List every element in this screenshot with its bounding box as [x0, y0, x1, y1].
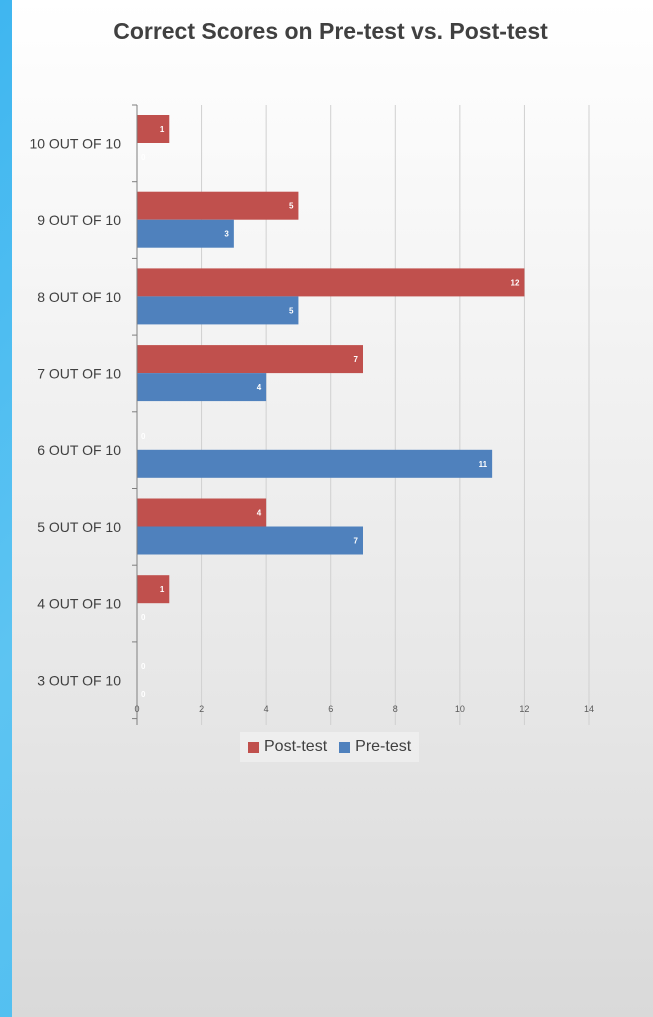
data-label: 7: [354, 537, 359, 546]
bar-post-test: [137, 345, 363, 374]
legend-item-pre-test: Pre-test: [339, 738, 411, 756]
bar-post-test: [137, 575, 170, 604]
category-label: 9 OUT OF 10: [37, 212, 121, 228]
legend-swatch-pre-test: [339, 741, 351, 753]
x-tick-label: 6: [328, 704, 333, 714]
bar-post-test: [137, 191, 299, 220]
x-tick-label: 4: [264, 704, 269, 714]
data-label: 7: [354, 355, 359, 364]
category-label: 10 OUT OF 10: [29, 135, 121, 151]
data-label: 1: [160, 585, 165, 594]
category-label: 4 OUT OF 10: [37, 596, 121, 612]
chart-panel: [12, 0, 653, 1017]
data-label: 5: [289, 202, 294, 211]
x-tick-label: 12: [519, 704, 529, 714]
data-label: 3: [224, 230, 229, 239]
category-label: 5 OUT OF 10: [37, 519, 121, 535]
bar-post-test: [137, 268, 525, 297]
x-tick-label: 10: [455, 704, 465, 714]
category-label: 3 OUT OF 10: [37, 672, 121, 688]
bar-pre-test: [137, 526, 363, 555]
data-label: 4: [257, 383, 262, 392]
data-label: 0: [141, 432, 146, 441]
legend-label-pre-test: Pre-test: [355, 738, 412, 755]
y-axis: [132, 104, 138, 725]
data-label: 0: [141, 690, 146, 699]
category-label: 7 OUT OF 10: [37, 365, 121, 381]
bars: [137, 115, 525, 604]
data-label: 12: [511, 278, 520, 287]
x-tick-label: 0: [134, 704, 139, 714]
legend: Post-test Pre-test: [240, 732, 420, 762]
bar-pre-test: [137, 296, 299, 325]
x-tick-label: 2: [199, 704, 204, 714]
data-label: 11: [479, 460, 488, 469]
bar-pre-test: [137, 219, 234, 248]
data-label: 5: [289, 306, 294, 315]
data-label: 0: [141, 613, 146, 622]
bar-post-test: [137, 498, 267, 527]
legend-label-post-test: Post-test: [264, 738, 328, 755]
bar-pre-test: [137, 373, 267, 402]
legend-swatch-post-test: [248, 741, 259, 753]
legend-item-post-test: Post-test: [248, 738, 327, 756]
category-label: 6 OUT OF 10: [37, 442, 121, 458]
bar-post-test: [137, 115, 170, 143]
data-label: 0: [141, 153, 146, 162]
data-label: 0: [141, 662, 146, 671]
chart-title: Correct Scores on Pre-test vs. Post-test: [113, 18, 548, 44]
data-label: 1: [160, 125, 165, 134]
bar-pre-test: [137, 449, 493, 478]
category-label: 8 OUT OF 10: [37, 289, 121, 305]
x-tick-label: 8: [393, 704, 398, 714]
data-label: 4: [257, 509, 262, 518]
x-tick-label: 14: [584, 704, 594, 714]
